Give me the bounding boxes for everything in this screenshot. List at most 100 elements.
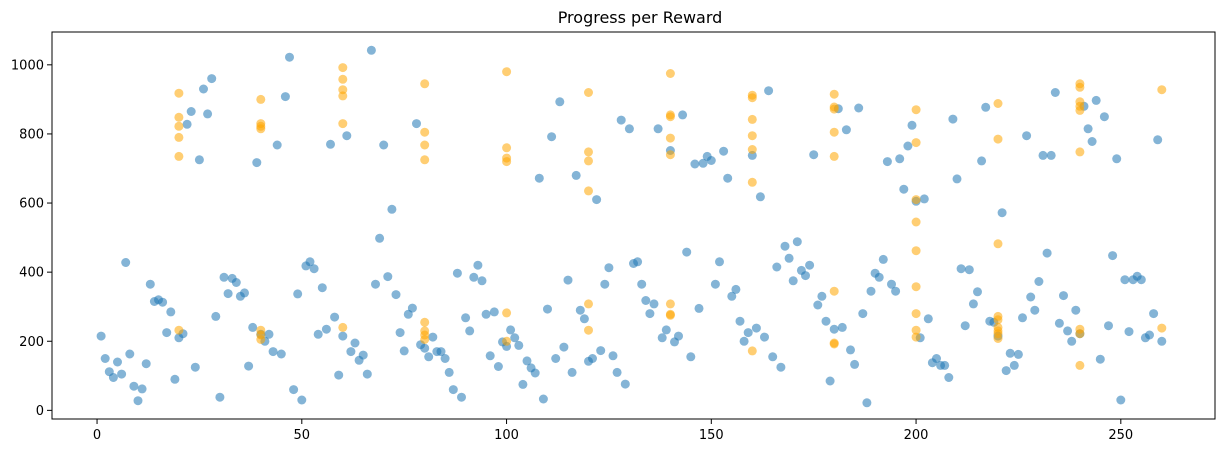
data-point: [371, 279, 380, 289]
data-point: [1124, 327, 1134, 337]
data-point: [747, 114, 757, 124]
data-point: [166, 307, 176, 317]
data-point: [993, 134, 1003, 144]
data-point: [874, 272, 884, 282]
data-point: [665, 299, 675, 309]
data-point: [1071, 305, 1081, 315]
data-point: [862, 398, 872, 408]
data-point: [907, 120, 917, 130]
data-point: [338, 63, 348, 73]
data-point: [1116, 395, 1126, 405]
data-point: [350, 338, 360, 348]
data-point: [588, 354, 597, 363]
data-point: [502, 67, 512, 77]
data-point: [1026, 292, 1036, 302]
data-point: [96, 331, 106, 341]
x-tick-label: 0: [93, 428, 101, 443]
data-point: [338, 119, 348, 129]
data-point: [788, 276, 798, 286]
data-point: [547, 132, 557, 142]
data-point: [747, 177, 757, 187]
data-point: [256, 94, 266, 104]
data-point: [137, 384, 147, 394]
plot-frame: [51, 31, 1216, 420]
data-point: [174, 112, 184, 122]
x-tick-label: 250: [1108, 428, 1133, 443]
y-tick-label: 200: [19, 335, 44, 350]
data-point: [661, 325, 671, 335]
data-point: [911, 105, 921, 115]
data-point: [620, 379, 630, 389]
data-point: [760, 332, 769, 342]
data-point: [240, 288, 249, 298]
data-point: [911, 309, 921, 319]
data-point: [1030, 305, 1040, 315]
data-point: [665, 69, 675, 78]
data-point: [510, 333, 520, 343]
data-point: [645, 309, 655, 319]
data-point: [747, 131, 757, 141]
data-point: [317, 283, 327, 293]
data-point: [305, 257, 315, 267]
x-tick-label: 50: [294, 428, 311, 443]
data-point: [993, 315, 1003, 325]
data-point: [776, 362, 786, 372]
data-point: [113, 357, 122, 367]
data-point: [1005, 348, 1015, 358]
data-point: [829, 324, 839, 334]
data-point: [694, 303, 704, 313]
data-point: [911, 246, 921, 256]
y-tick-label: 1000: [11, 58, 44, 73]
data-point: [375, 233, 385, 243]
data-point: [420, 79, 430, 89]
data-point: [338, 74, 348, 84]
data-point: [919, 194, 929, 204]
data-point: [1095, 354, 1105, 364]
data-point: [280, 92, 290, 102]
data-point: [477, 276, 487, 286]
data-point: [571, 170, 581, 180]
data-point: [825, 376, 835, 386]
data-point: [1001, 366, 1011, 376]
data-point: [346, 347, 356, 357]
data-point: [1050, 88, 1060, 97]
data-point: [584, 325, 593, 335]
data-point: [686, 352, 696, 362]
data-point: [141, 359, 151, 369]
data-point: [440, 354, 450, 363]
data-point: [829, 127, 839, 137]
data-point: [313, 329, 323, 339]
data-point: [276, 349, 286, 359]
data-point: [1075, 360, 1085, 370]
data-point: [1087, 137, 1097, 146]
data-point: [911, 138, 921, 148]
data-point: [485, 351, 495, 361]
data-point: [444, 367, 454, 377]
chart-title: Progress per Reward: [558, 8, 723, 27]
data-point: [530, 368, 540, 378]
data-point: [952, 174, 962, 184]
data-point: [911, 195, 921, 205]
data-point: [1120, 275, 1130, 285]
data-point: [923, 314, 933, 324]
data-point: [366, 45, 376, 55]
data-point: [653, 124, 663, 134]
data-point: [715, 257, 724, 267]
data-point: [223, 289, 233, 299]
data-point: [342, 131, 352, 141]
data-point: [678, 110, 688, 120]
data-point: [551, 354, 561, 363]
data-point: [518, 379, 528, 389]
data-point: [379, 140, 389, 150]
data-point: [612, 367, 622, 377]
data-point: [412, 119, 421, 129]
data-point: [690, 159, 700, 169]
data-point: [1149, 309, 1159, 319]
data-point: [829, 286, 839, 296]
data-point: [747, 145, 757, 154]
data-point: [993, 99, 1003, 108]
data-point: [641, 296, 651, 305]
data-point: [117, 369, 127, 379]
data-point: [543, 304, 552, 314]
